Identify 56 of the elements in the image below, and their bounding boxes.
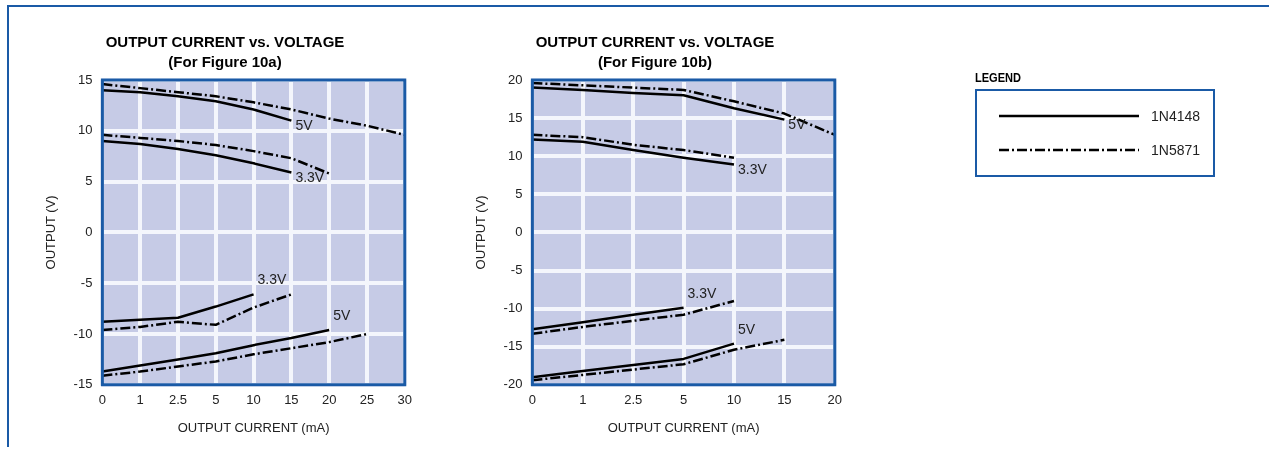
line-series xyxy=(531,338,786,382)
y-axis-title: OUTPUT (V) xyxy=(43,195,59,270)
chart-subtitle: (For Figure 10a) xyxy=(168,53,282,71)
x-tick-label: 1 xyxy=(579,392,587,408)
y-tick-label: -20 xyxy=(503,376,523,392)
y-axis-title: OUTPUT (V) xyxy=(473,195,489,270)
x-tick-label: 20 xyxy=(321,392,337,408)
y-tick-label: 20 xyxy=(507,71,523,87)
line-series xyxy=(101,332,369,377)
x-tick-label: 0 xyxy=(98,392,107,408)
annotation: 3.3V xyxy=(687,284,718,301)
x-tick-label: 10 xyxy=(726,392,742,408)
y-tick-label: 15 xyxy=(77,71,93,87)
x-tick-label: 2.5 xyxy=(624,392,643,408)
y-tick-label: -15 xyxy=(503,338,523,354)
line-series xyxy=(531,133,736,159)
x-tick-label: 2.5 xyxy=(168,392,188,408)
chart-title: OUTPUT CURRENT vs. VOLTAGE xyxy=(105,33,345,51)
x-tick-label: 1 xyxy=(136,392,144,408)
text: 1N5871 xyxy=(1151,142,1201,158)
line-series xyxy=(531,299,736,335)
x-tick-label: 0 xyxy=(528,392,537,408)
x-tick-label: 15 xyxy=(777,392,792,408)
x-tick-label: 20 xyxy=(827,392,842,408)
x-tick-label: 15 xyxy=(284,392,299,408)
chart-subtitle: (For Figure 10b) xyxy=(597,53,713,71)
y-tick-label: -10 xyxy=(73,325,93,341)
legend-title: LEGEND xyxy=(975,70,1023,85)
annotation: 5V xyxy=(333,306,351,323)
y-tick-label: 0 xyxy=(85,223,93,239)
x-tick-label: 5 xyxy=(679,392,688,408)
y-tick-label: -5 xyxy=(510,262,523,278)
annotation: 5V xyxy=(295,117,314,134)
y-tick-label: 5 xyxy=(85,173,93,189)
y-tick-label: 0 xyxy=(515,223,523,239)
annotation: 5V xyxy=(788,116,807,133)
y-tick-label: -15 xyxy=(73,376,93,392)
x-axis-title: OUTPUT CURRENT (mA) xyxy=(607,419,760,435)
y-tick-label: 15 xyxy=(507,109,523,125)
y-tick-label: -5 xyxy=(80,274,93,290)
annotation: 3.3V xyxy=(295,169,325,186)
x-tick-label: 25 xyxy=(359,392,375,408)
x-tick-label: 10 xyxy=(246,392,261,408)
y-tick-label: -10 xyxy=(503,300,523,316)
x-tick-label: 30 xyxy=(397,392,412,408)
x-axis-title: OUTPUT CURRENT (mA) xyxy=(177,419,330,435)
text: 1N4148 xyxy=(1151,108,1201,124)
y-tick-label: 10 xyxy=(507,147,523,163)
y-tick-label: 5 xyxy=(515,185,523,201)
line-series xyxy=(101,293,293,332)
annotation: 5V xyxy=(737,320,756,337)
x-tick-label: 5 xyxy=(212,392,220,408)
annotation: 3.3V xyxy=(257,271,288,288)
chart-title: OUTPUT CURRENT vs. VOLTAGE xyxy=(535,33,775,51)
annotation: 3.3V xyxy=(737,161,768,178)
y-tick-label: 10 xyxy=(77,122,93,138)
